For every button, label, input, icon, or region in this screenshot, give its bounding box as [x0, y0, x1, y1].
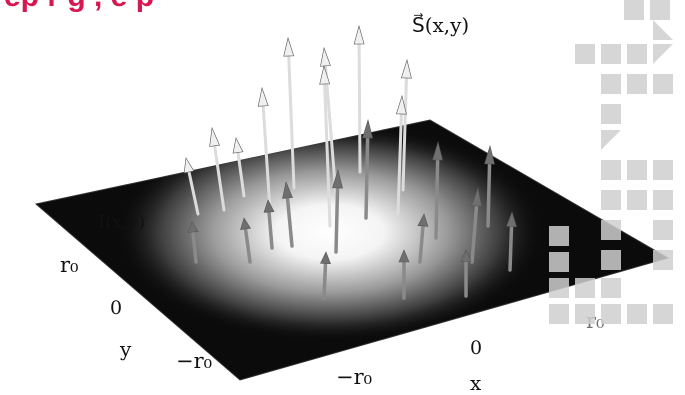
decorative-triangle [601, 130, 621, 150]
decorative-square [650, 0, 670, 20]
decorative-square [601, 44, 621, 64]
vector-arrow-icon [232, 137, 246, 198]
vector-arrow-icon [183, 157, 200, 216]
y-axis-label: y [119, 337, 132, 361]
decorative-square [627, 190, 647, 210]
decorative-square [624, 0, 644, 20]
y-tick-zero: 0 [110, 297, 122, 319]
decorative-square [601, 190, 621, 210]
decorative-square [627, 160, 647, 180]
decorative-square [653, 190, 673, 210]
vector-arrow-icon [263, 199, 275, 250]
vector-arrow-icon [398, 249, 410, 300]
decorative-square [601, 74, 621, 94]
decorative-square [549, 278, 569, 298]
vector-arrow-icon [332, 168, 343, 254]
vector-arrow-icon [460, 249, 472, 298]
vector-arrow-icon [320, 251, 331, 300]
decorative-square [601, 250, 621, 270]
vector-arrow-icon [362, 118, 374, 220]
vector-arrow-icon [417, 213, 429, 264]
decorative-square-grid [549, 0, 673, 324]
vector-arrow-icon [353, 24, 365, 174]
vector-arrow-icon [506, 211, 517, 272]
decorative-square [549, 252, 569, 272]
decorative-square [549, 304, 569, 324]
vector-arrow-icon [401, 58, 412, 192]
decorative-triangle [653, 44, 673, 64]
decorative-square [601, 278, 621, 298]
vector-arrows [183, 24, 517, 300]
x-tick-left: −r₀ [336, 365, 372, 389]
decorative-square [575, 304, 595, 324]
decorative-square [653, 304, 673, 324]
vector-arrow-icon [283, 36, 296, 190]
decorative-square [627, 74, 647, 94]
decorative-square [601, 104, 621, 124]
intensity-glow [115, 122, 545, 342]
header-fragment: ep r g , e p [4, 0, 154, 13]
decorative-square [549, 226, 569, 246]
decorative-square [653, 160, 673, 180]
x-tick-zero: 0 [470, 337, 482, 359]
decorative-square [653, 74, 673, 94]
decorative-square [575, 278, 595, 298]
vector-arrow-icon [484, 144, 495, 228]
y-tick-bottom: −r₀ [176, 349, 212, 373]
vector-arrow-icon [187, 221, 199, 264]
decorative-square [601, 304, 621, 324]
vector-arrow-icon [257, 86, 272, 212]
vector-arrow-icon [432, 140, 444, 240]
decorative-square [653, 250, 673, 270]
vector-arrow-icon [282, 180, 294, 248]
x-axis-label: x [470, 371, 482, 395]
vector-field-label: S⃗(x,y) [412, 12, 469, 37]
y-tick-top: r₀ [60, 253, 78, 277]
intensity-label: I(x,y) [98, 212, 145, 233]
decorative-square [601, 160, 621, 180]
decorative-square [575, 44, 595, 64]
decorative-square [601, 220, 621, 240]
vector-arrow-icon [470, 186, 482, 264]
decorative-square [627, 304, 647, 324]
vector-arrow-icon [240, 217, 252, 264]
vector-arrow-icon [209, 126, 226, 212]
vector-arrow-icon [319, 64, 332, 228]
decorative-triangle [653, 20, 673, 40]
vector-arrow-icon [395, 94, 407, 216]
vector-arrow-icon [320, 46, 338, 198]
decorative-square [627, 44, 647, 64]
decorative-square [653, 220, 673, 240]
